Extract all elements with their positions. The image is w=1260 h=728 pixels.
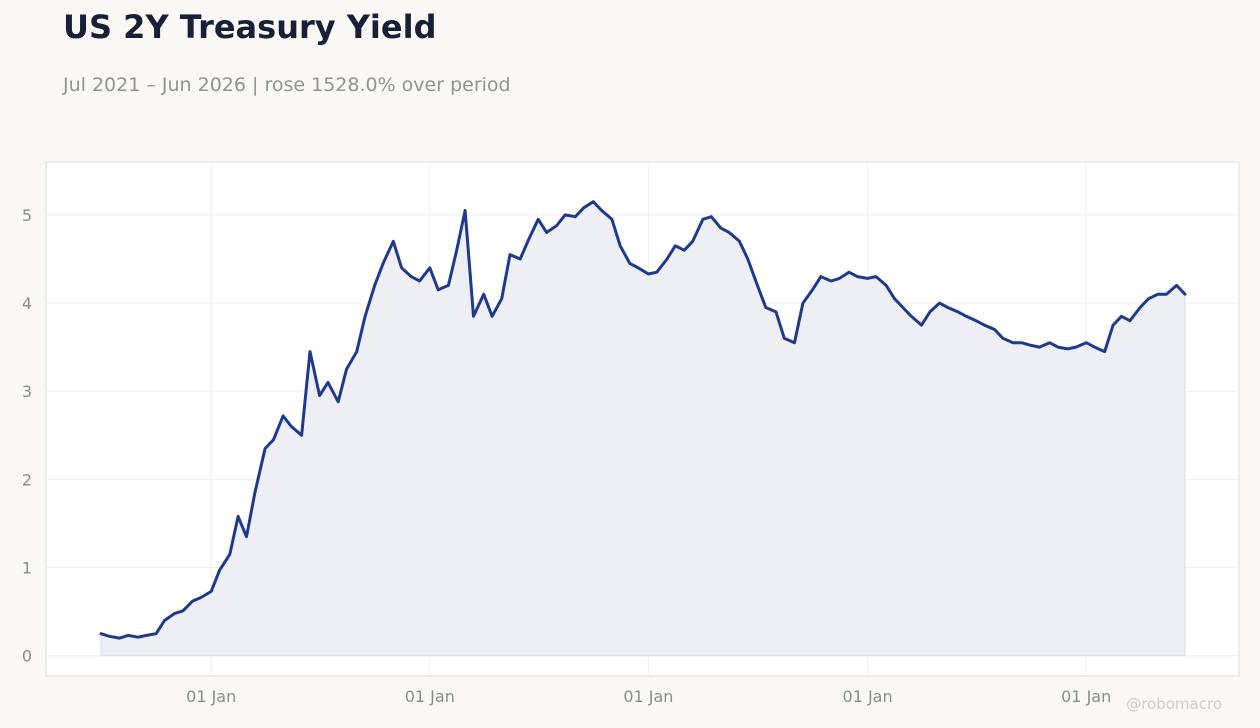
x-tick-label: 01 Jan [843,687,893,706]
chart-subtitle: Jul 2021 – Jun 2026 | rose 1528.0% over … [63,74,511,96]
x-tick-label: 01 Jan [186,687,236,706]
x-tick-label: 01 Jan [623,687,673,706]
x-axis-labels: 01 Jan 01 Jan 01 Jan 01 Jan 01 Jan [186,687,1111,706]
y-tick-label: 5 [22,206,32,225]
x-tick-label: 01 Jan [1061,687,1111,706]
y-axis-labels: 0 1 2 3 4 5 [22,206,32,666]
y-tick-label: 3 [22,382,32,401]
y-tick-label: 2 [22,470,32,489]
y-tick-label: 4 [22,294,32,313]
x-tick-label: 01 Jan [405,687,455,706]
y-tick-label: 0 [22,647,32,666]
y-tick-label: 1 [22,559,32,578]
watermark: @robomacro [1126,695,1222,713]
chart-title: US 2Y Treasury Yield [63,8,437,46]
series-line [99,200,1187,640]
